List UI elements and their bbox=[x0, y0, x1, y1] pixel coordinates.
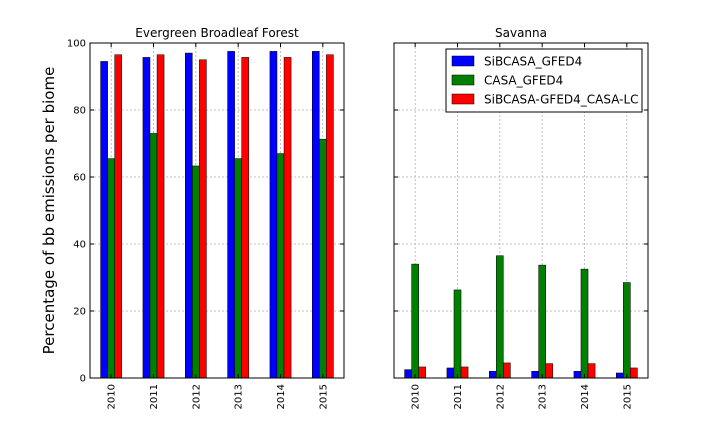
y-tick-label: 60 bbox=[73, 173, 86, 184]
x-tick-label: 2013 bbox=[234, 384, 245, 409]
x-tick-label: 2012 bbox=[191, 384, 202, 409]
bar-sibcasa-gfed4-casa-lc-2010 bbox=[418, 366, 427, 379]
x-tick-label: 2010 bbox=[107, 384, 118, 409]
axes-frame bbox=[393, 42, 649, 379]
bar-sibcasa-gfed4-2014 bbox=[573, 371, 582, 379]
bar-sibcasa-gfed4-2011 bbox=[446, 367, 455, 379]
bar-casa-gfed4-2011 bbox=[149, 133, 158, 379]
legend-swatch bbox=[451, 74, 475, 86]
bar-casa-gfed4-2012 bbox=[496, 255, 504, 379]
bar-casa-gfed4-2012 bbox=[192, 165, 200, 379]
y-tick-label: 100 bbox=[67, 39, 86, 50]
y-axis-label: Percentage of bb emissions per biome bbox=[40, 67, 58, 355]
bar-sibcasa-gfed4-casa-lc-2013 bbox=[545, 363, 554, 379]
y-tick-label: 20 bbox=[73, 307, 86, 318]
legend-entry: CASA_GFED4 bbox=[484, 74, 563, 88]
y-tick-label: 40 bbox=[73, 240, 86, 251]
legend-entry: SiBCASA-GFED4_CASA-LC bbox=[484, 93, 639, 107]
bar-sibcasa-gfed4-2013 bbox=[227, 51, 235, 379]
panel-title: Savanna bbox=[495, 26, 547, 40]
bar-casa-gfed4-2010 bbox=[107, 158, 115, 379]
bar-casa-gfed4-2015 bbox=[319, 138, 327, 379]
x-tick-label: 2011 bbox=[453, 384, 464, 409]
x-tick-label: 2015 bbox=[318, 384, 329, 409]
panel-evergreen-broadleaf-forest: 0 20 40 60 80 100 2010 2011 2012 2013 2014 2015 Ever… bbox=[67, 26, 345, 409]
bar-sibcasa-gfed4-2013 bbox=[531, 371, 539, 379]
bar-sibcasa-gfed4-casa-lc-2010 bbox=[114, 54, 122, 379]
x-tick-label: 2014 bbox=[276, 384, 287, 409]
y-tick-label: 0 bbox=[80, 374, 86, 385]
x-tick-label: 2015 bbox=[622, 384, 633, 409]
bar-sibcasa-gfed4-2014 bbox=[269, 51, 278, 379]
bar-sibcasa-gfed4-2012 bbox=[185, 52, 193, 379]
bar-sibcasa-gfed4-casa-lc-2014 bbox=[587, 363, 596, 379]
bar-sibcasa-gfed4-2010 bbox=[404, 369, 412, 379]
y-tick-label: 80 bbox=[73, 106, 86, 117]
bar-casa-gfed4-2013 bbox=[234, 158, 242, 379]
bar-sibcasa-gfed4-casa-lc-2015 bbox=[630, 367, 638, 379]
bar-sibcasa-gfed4-2011 bbox=[142, 57, 151, 379]
legend-swatch bbox=[451, 55, 475, 67]
bar-casa-gfed4-2014 bbox=[580, 268, 589, 379]
bar-sibcasa-gfed4-casa-lc-2011 bbox=[460, 366, 469, 379]
panel-title: Evergreen Broadleaf Forest bbox=[135, 26, 299, 40]
legend-swatch bbox=[451, 93, 475, 105]
bar-sibcasa-gfed4-2012 bbox=[489, 371, 497, 379]
bar-casa-gfed4-2013 bbox=[538, 264, 546, 379]
bar-sibcasa-gfed4-casa-lc-2012 bbox=[199, 59, 207, 379]
bar-sibcasa-gfed4-casa-lc-2011 bbox=[156, 54, 165, 379]
bar-sibcasa-gfed4-casa-lc-2013 bbox=[241, 57, 249, 379]
legend-box bbox=[445, 48, 643, 113]
legend-entry: SiBCASA_GFED4 bbox=[484, 55, 582, 69]
legend: SiBCASA_GFED4 CASA_GFED4 SiBCASA-GFED4_CAS… bbox=[445, 48, 643, 113]
bar-casa-gfed4-2014 bbox=[276, 153, 285, 379]
bar-sibcasa-gfed4-casa-lc-2015 bbox=[326, 54, 334, 379]
panel-savanna: 2010 2011 2012 2013 2014 2015 Savanna bbox=[393, 26, 649, 409]
bar-sibcasa-gfed4-2015 bbox=[312, 51, 320, 379]
x-tick-label: 2013 bbox=[538, 384, 549, 409]
bar-sibcasa-gfed4-casa-lc-2012 bbox=[503, 362, 511, 379]
bar-sibcasa-gfed4-casa-lc-2014 bbox=[283, 57, 292, 379]
x-tick-label: 2012 bbox=[495, 384, 506, 409]
bar-sibcasa-gfed4-2015 bbox=[616, 372, 624, 379]
x-tick-label: 2014 bbox=[580, 384, 591, 409]
bar-casa-gfed4-2011 bbox=[453, 289, 462, 379]
bar-sibcasa-gfed4-2010 bbox=[100, 61, 108, 379]
axes-frame bbox=[89, 42, 345, 379]
bar-casa-gfed4-2010 bbox=[411, 263, 419, 379]
x-tick-label: 2011 bbox=[149, 384, 160, 409]
bar-casa-gfed4-2015 bbox=[623, 282, 631, 379]
x-tick-label: 2010 bbox=[411, 384, 422, 409]
